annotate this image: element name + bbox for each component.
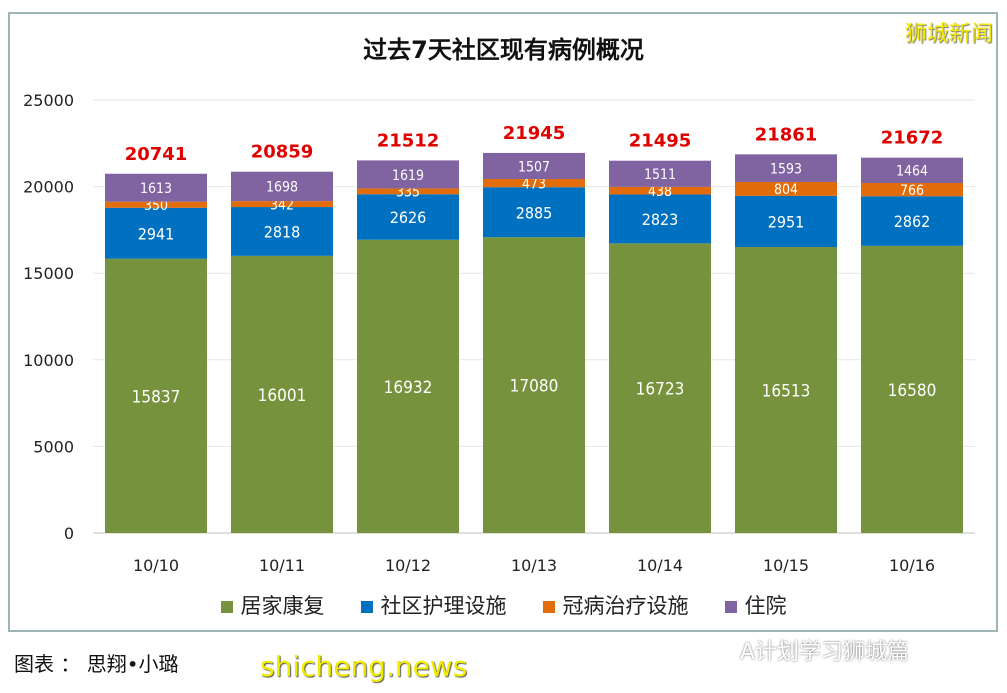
total-label: 20859 <box>251 142 314 163</box>
data-label: 1619 <box>392 168 424 184</box>
bar-segment <box>609 160 711 187</box>
total-label: 21495 <box>629 131 692 152</box>
bar-segment <box>105 173 207 202</box>
data-label: 335 <box>396 185 420 201</box>
legend-item: 社区护理设施 <box>360 590 507 620</box>
legend-swatch <box>360 601 373 613</box>
data-label: 342 <box>270 197 294 213</box>
chart-title: 过去7天社区现有病例概况 <box>363 36 644 64</box>
legend-swatch <box>220 601 233 613</box>
data-label: 2818 <box>264 223 301 242</box>
bar-segment <box>609 243 711 533</box>
data-label: 16580 <box>888 381 937 401</box>
bar-segment <box>735 154 837 182</box>
data-label: 350 <box>144 198 168 214</box>
data-label: 15837 <box>132 387 181 407</box>
legend: 居家康复 社区护理设施 冠病治疗设施 住院 <box>0 590 1007 620</box>
data-label: 1593 <box>770 161 802 177</box>
bar-segment <box>483 179 585 188</box>
data-label: 1464 <box>896 164 928 180</box>
legend-label: 住院 <box>744 594 787 618</box>
legend-item: 居家康复 <box>220 590 325 620</box>
data-label: 16513 <box>762 381 811 401</box>
total-label: 21945 <box>503 123 566 144</box>
data-label: 2941 <box>138 224 175 243</box>
data-label: 2885 <box>516 203 553 222</box>
legend-item: 冠病治疗设施 <box>542 590 689 620</box>
data-label: 17080 <box>510 377 559 397</box>
y-tick-label: 0 <box>64 524 74 543</box>
data-label: 473 <box>522 176 546 192</box>
data-label: 2626 <box>390 208 427 227</box>
account-watermark: A计划学习狮城篇 <box>740 640 910 665</box>
bar-segment <box>483 237 585 534</box>
total-label: 21861 <box>755 124 818 145</box>
bar-segment <box>105 207 207 259</box>
total-label: 20741 <box>125 144 188 165</box>
data-label: 438 <box>648 184 672 200</box>
x-tick-label: 10/13 <box>511 556 557 575</box>
bar-segment <box>861 196 963 246</box>
bar-segment <box>735 181 837 196</box>
bar-segment <box>735 246 837 533</box>
legend-swatch <box>542 601 555 613</box>
site-watermark: shicheng.news <box>260 650 468 683</box>
x-tick-label: 10/11 <box>259 556 305 575</box>
total-label: 21512 <box>377 130 440 151</box>
bar-segment <box>105 201 207 208</box>
y-tick-label: 15000 <box>23 264 74 283</box>
brand-logo: 狮城新闻 <box>904 22 993 47</box>
bar-segment <box>357 239 459 533</box>
data-label: 1698 <box>266 180 298 196</box>
legend-label: 居家康复 <box>240 594 325 618</box>
bar-segment <box>357 188 459 195</box>
bar-segment <box>105 258 207 533</box>
bar-segment <box>357 194 459 240</box>
bar-segment <box>483 187 585 238</box>
data-label: 16932 <box>384 378 433 398</box>
y-tick-label: 25000 <box>23 91 74 110</box>
legend-label: 社区护理设施 <box>380 594 507 618</box>
bar-segment <box>231 207 333 256</box>
bar-segment <box>483 152 585 180</box>
x-tick-label: 10/16 <box>889 556 935 575</box>
bar-segment <box>861 182 963 197</box>
credit-text: 图表 ： 思翔•小璐 <box>14 652 179 676</box>
bar-segment <box>231 255 333 534</box>
y-tick-label: 10000 <box>23 351 74 370</box>
bar-segment <box>609 186 711 195</box>
bar-segment <box>357 160 459 189</box>
y-tick-label: 5000 <box>33 437 74 456</box>
data-label: 1613 <box>140 181 172 197</box>
bar-segment <box>861 245 963 533</box>
x-tick-label: 10/14 <box>637 556 683 575</box>
y-tick-label: 20000 <box>23 178 74 197</box>
data-label: 1511 <box>644 167 676 183</box>
data-label: 2862 <box>894 212 931 231</box>
total-label: 21672 <box>881 128 944 149</box>
bar-segment <box>231 171 333 202</box>
legend-item: 住院 <box>724 590 787 620</box>
data-label: 1507 <box>518 159 550 175</box>
data-label: 2951 <box>768 213 805 232</box>
legend-swatch <box>724 601 737 613</box>
data-label: 16001 <box>258 386 307 406</box>
data-label: 16723 <box>636 380 685 400</box>
bar-segment <box>231 201 333 208</box>
x-tick-label: 10/15 <box>763 556 809 575</box>
bar-segment <box>735 195 837 247</box>
bar-segment <box>609 194 711 244</box>
data-label: 2823 <box>642 210 679 229</box>
legend-label: 冠病治疗设施 <box>562 594 689 618</box>
data-label: 804 <box>774 182 798 198</box>
x-tick-label: 10/10 <box>133 556 179 575</box>
data-label: 766 <box>900 183 924 199</box>
bar-segment <box>861 157 963 183</box>
x-tick-label: 10/12 <box>385 556 431 575</box>
